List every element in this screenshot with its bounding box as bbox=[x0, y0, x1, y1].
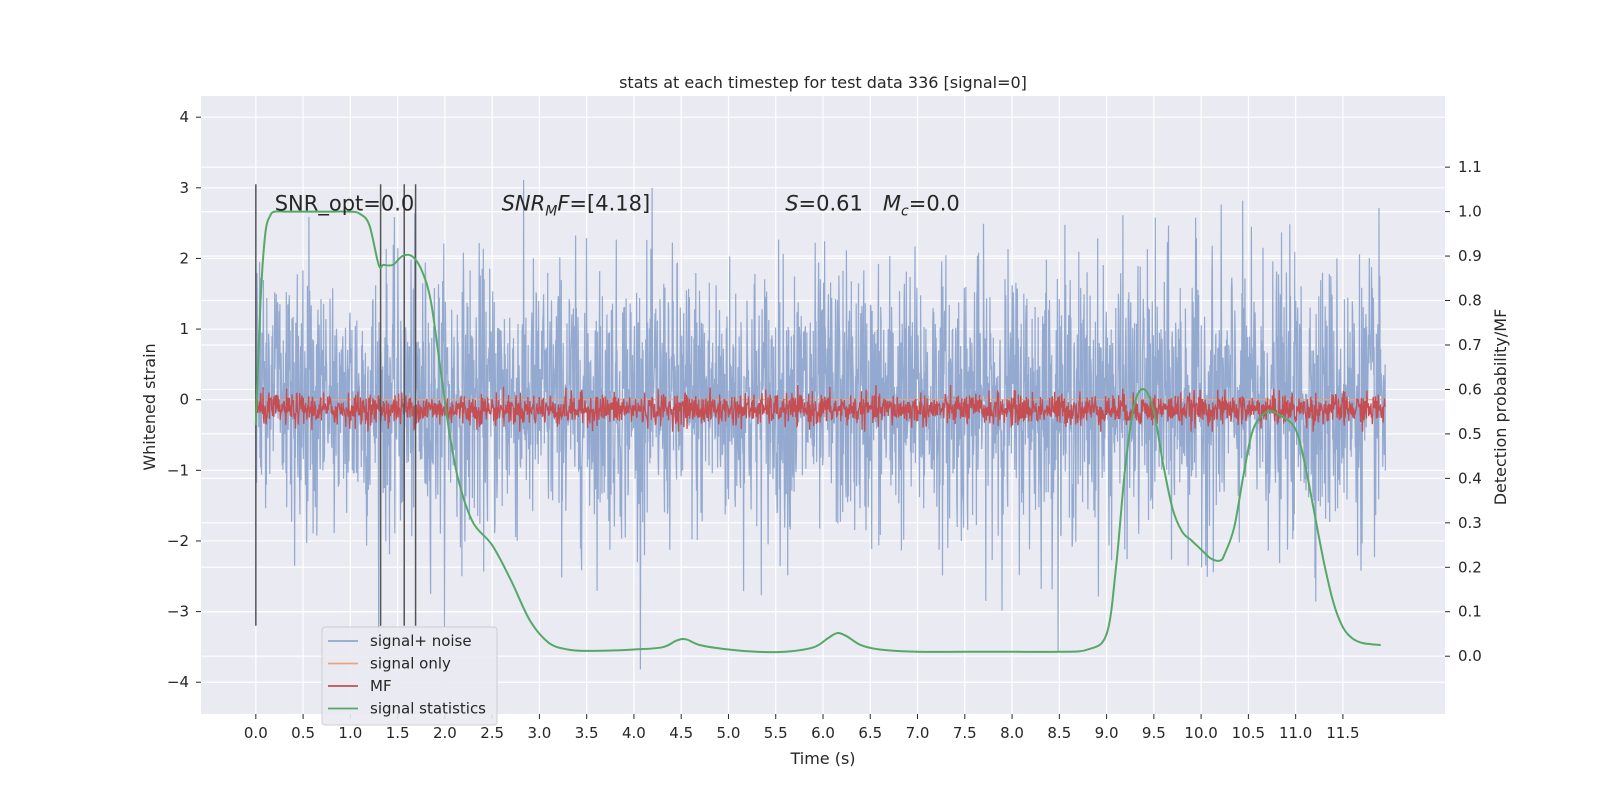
y2-axis-ticks: 0.0 0.1 0.2 0.3 0.4 0.5 0.6 0.7 0.8 0.9 1.0 1.1 bbox=[1445, 158, 1482, 665]
x-tick-label-20: 10.0 bbox=[1184, 724, 1217, 742]
x-tick-label-8: 4.0 bbox=[622, 724, 646, 742]
annotation-s-mc: S=0.61 Mc=0.0 bbox=[785, 192, 960, 220]
y-axis-ticks: −4 −3 −2 −1 0 1 2 3 4 bbox=[167, 108, 201, 691]
y-tick-label-3: −1 bbox=[167, 461, 189, 479]
y-tick-label-1: −3 bbox=[167, 603, 189, 621]
x-tick-label-12: 6.0 bbox=[811, 724, 835, 742]
annotation-snr-opt: SNR_opt=0.0 bbox=[275, 192, 415, 217]
x-axis-label: Time (s) bbox=[789, 749, 855, 768]
y-tick-label-4: 0 bbox=[179, 391, 189, 409]
y-tick-label-6: 2 bbox=[179, 249, 189, 267]
y-tick-label-0: −4 bbox=[167, 673, 189, 691]
y-tick-label-5: 1 bbox=[179, 320, 189, 338]
x-tick-label-16: 8.0 bbox=[1000, 724, 1024, 742]
legend-label-0: signal+ noise bbox=[370, 632, 472, 650]
vertical-markers bbox=[255, 184, 417, 626]
mf-line bbox=[255, 384, 1386, 432]
y-tick-label-8: 4 bbox=[179, 108, 189, 126]
y2-tick-label-0: 0.0 bbox=[1458, 647, 1482, 665]
legend: signal+ noise signal only MF signal statist… bbox=[321, 626, 498, 726]
signal-noise-line bbox=[255, 179, 1386, 670]
x-tick-label-2: 1.0 bbox=[338, 724, 362, 742]
annotations: SNR_opt=0.0 SNRMF=[4.18] S=0.61 Mc=0.0 bbox=[275, 192, 960, 220]
x-tick-label-4: 2.0 bbox=[433, 724, 457, 742]
legend-box bbox=[321, 626, 498, 726]
x-tick-label-14: 7.0 bbox=[906, 724, 930, 742]
x-tick-label-6: 3.0 bbox=[527, 724, 551, 742]
legend-label-3: signal statistics bbox=[370, 700, 486, 718]
y2-axis-label: Detection probability/MF bbox=[1491, 309, 1510, 506]
y2-tick-label-6: 0.6 bbox=[1458, 380, 1482, 398]
x-tick-label-11: 5.5 bbox=[764, 724, 788, 742]
x-tick-label-0: 0.0 bbox=[244, 724, 268, 742]
x-tick-label-7: 3.5 bbox=[575, 724, 599, 742]
y2-tick-label-10: 1.0 bbox=[1458, 203, 1482, 221]
y2-tick-label-1: 0.1 bbox=[1458, 603, 1482, 621]
x-tick-label-5: 2.5 bbox=[480, 724, 504, 742]
y-axis-label: Whitened strain bbox=[140, 343, 159, 470]
annotation-snr-mf: SNRMF=[4.18] bbox=[502, 192, 651, 220]
series-signal-statistics bbox=[254, 210, 1381, 654]
y-tick-label-7: 3 bbox=[179, 179, 189, 197]
x-tick-label-1: 0.5 bbox=[291, 724, 315, 742]
x-tick-label-9: 4.5 bbox=[669, 724, 693, 742]
x-axis-ticks: 0.0 0.5 1.0 1.5 2.0 2.5 3.0 3.5 4.0 4.5 5.0 5.5 6.0 6… bbox=[244, 714, 1360, 742]
legend-label-1: signal only bbox=[370, 655, 451, 673]
y2-tick-label-5: 0.5 bbox=[1458, 425, 1482, 443]
x-tick-label-19: 9.5 bbox=[1142, 724, 1166, 742]
x-tick-label-22: 11.0 bbox=[1279, 724, 1312, 742]
series-mf bbox=[255, 384, 1386, 432]
x-tick-label-3: 1.5 bbox=[386, 724, 410, 742]
chart-title: stats at each timestep for test data 336… bbox=[619, 73, 1027, 92]
x-tick-label-15: 7.5 bbox=[953, 724, 977, 742]
y2-tick-label-8: 0.8 bbox=[1458, 292, 1482, 310]
x-tick-label-13: 6.5 bbox=[858, 724, 882, 742]
y2-tick-label-3: 0.3 bbox=[1458, 514, 1482, 532]
x-tick-label-23: 11.5 bbox=[1326, 724, 1359, 742]
y2-tick-label-9: 0.9 bbox=[1458, 247, 1482, 265]
legend-label-2: MF bbox=[370, 677, 392, 695]
y-tick-label-2: −2 bbox=[167, 532, 189, 550]
y2-tick-label-2: 0.2 bbox=[1458, 558, 1482, 576]
y2-tick-label-11: 1.1 bbox=[1458, 158, 1482, 176]
y2-tick-label-4: 0.4 bbox=[1458, 469, 1482, 487]
y2-tick-label-7: 0.7 bbox=[1458, 336, 1482, 354]
x-tick-label-10: 5.0 bbox=[717, 724, 741, 742]
signal-statistics-line bbox=[254, 210, 1381, 654]
series-signal-noise bbox=[255, 179, 1386, 670]
x-tick-label-17: 8.5 bbox=[1047, 724, 1071, 742]
x-tick-label-21: 10.5 bbox=[1232, 724, 1265, 742]
x-tick-label-18: 9.0 bbox=[1095, 724, 1119, 742]
